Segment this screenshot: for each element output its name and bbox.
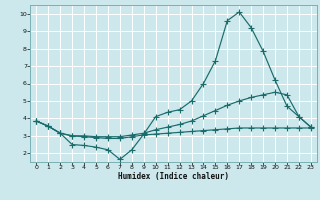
X-axis label: Humidex (Indice chaleur): Humidex (Indice chaleur) [118,172,229,181]
